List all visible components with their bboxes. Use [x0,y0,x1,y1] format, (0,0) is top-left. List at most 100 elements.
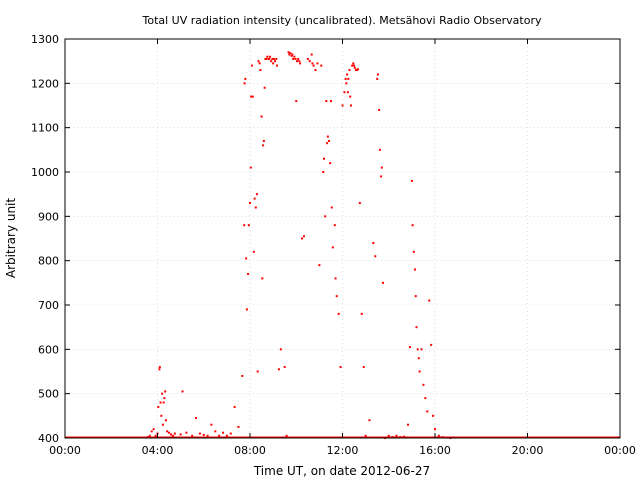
y-tick-label: 600 [38,343,59,356]
data-point [166,430,169,433]
x-tick-label: 08:00 [234,444,266,457]
data-point [214,430,217,433]
data-point [328,139,331,142]
data-point [422,383,425,386]
data-point [162,401,165,404]
data-point [191,434,194,437]
data-point [269,55,272,58]
data-point [349,95,352,98]
data-point [432,414,435,417]
data-point [268,57,271,60]
data-point [360,312,363,315]
data-point [407,423,410,426]
data-point [295,100,298,103]
data-point [306,57,309,60]
data-point [249,202,251,205]
y-tick-label: 1000 [31,166,59,179]
x-axis-label: Time UT, on date 2012-06-27 [253,464,430,478]
data-point [349,104,352,107]
data-point [354,69,357,72]
grid [65,39,620,438]
data-point [243,224,246,227]
data-point [157,405,160,408]
data-point [351,64,354,67]
data-point [426,410,429,413]
data-point [417,357,420,360]
data-point [437,434,440,437]
data-point [270,60,273,63]
data-point [168,431,171,434]
data-point [257,60,260,63]
data-point [331,246,334,249]
data-point [424,397,427,400]
data-point [285,434,288,437]
data-point [262,144,265,147]
data-point [247,272,250,275]
data-point [244,77,247,80]
data-point [245,257,248,260]
data-point [308,60,311,63]
data-point [158,366,161,369]
data-point [241,374,244,377]
data-point [399,436,402,439]
data-point [274,60,277,63]
data-point [288,53,291,56]
data-point [418,370,421,373]
data-point [364,434,367,437]
x-tick-label: 00:00 [604,444,636,457]
data-point [275,57,278,60]
data-point [376,77,379,80]
data-point [161,423,164,426]
data-point [275,64,278,67]
data-point [326,135,329,138]
data-point [222,431,225,434]
y-tick-label: 500 [38,388,59,401]
data-point [434,428,436,431]
data-point [255,193,258,196]
data-point [271,57,274,60]
data-point [414,295,417,298]
data-point [420,348,423,351]
x-tick-label: 04:00 [142,444,174,457]
data-point [330,206,333,209]
data-point [296,60,299,63]
data-point [171,434,174,437]
data-point [233,405,236,408]
data-point [250,64,253,67]
data-point [301,237,304,240]
data-point [353,64,356,67]
data-point [198,432,201,435]
data-point [329,162,332,165]
data-point [251,95,254,98]
data-point [329,100,332,103]
data-point [297,57,300,60]
data-point [243,82,246,85]
data-point [378,108,381,111]
data-point [245,308,248,311]
data-point [353,66,356,69]
data-point [266,55,269,58]
data-point [206,434,209,437]
data-point [410,179,413,182]
data-point [348,69,351,72]
data-point [428,299,431,302]
data-point [311,62,314,65]
data-point [408,346,411,349]
x-tick-label: 20:00 [512,444,544,457]
data-point [356,68,359,71]
data-point [341,104,344,107]
data-point [289,52,292,55]
data-point [250,95,253,98]
data-point [352,62,355,65]
data-point [346,91,349,94]
data-point [164,419,167,422]
data-point [318,264,321,267]
data-point [164,390,167,393]
data-point [148,434,151,437]
data-point [323,157,325,160]
data-point [387,434,390,437]
data-point [378,148,381,151]
data-point [290,54,293,57]
data-point [154,434,157,437]
